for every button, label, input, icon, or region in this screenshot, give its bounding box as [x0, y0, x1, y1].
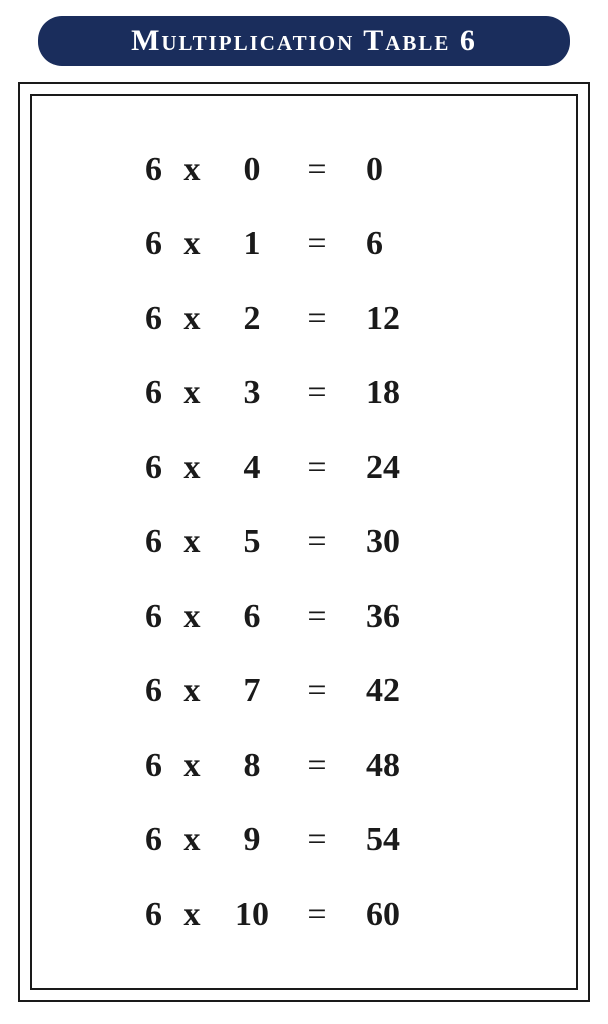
table-row: 6 x 10 = 60: [72, 896, 536, 934]
multiplier: 3: [222, 374, 282, 412]
product: 6: [352, 225, 452, 263]
product: 24: [352, 449, 452, 487]
multiplier: 1: [222, 225, 282, 263]
multiplier: 7: [222, 672, 282, 710]
equals-sign: =: [282, 449, 352, 487]
product: 18: [352, 374, 452, 412]
operator-x: x: [162, 747, 222, 785]
multiplicand: 6: [72, 672, 162, 710]
product: 12: [352, 300, 452, 338]
product: 42: [352, 672, 452, 710]
multiplier: 2: [222, 300, 282, 338]
table-row: 6 x 3 = 18: [72, 374, 536, 412]
equals-sign: =: [282, 300, 352, 338]
equals-sign: =: [282, 672, 352, 710]
product: 36: [352, 598, 452, 636]
multiplier: 4: [222, 449, 282, 487]
multiplicand: 6: [72, 151, 162, 189]
outer-frame: 6 x 0 = 0 6 x 1 = 6 6 x 2 = 12 6 x 3 = 1…: [18, 82, 590, 1002]
table-row: 6 x 9 = 54: [72, 821, 536, 859]
operator-x: x: [162, 672, 222, 710]
table-row: 6 x 8 = 48: [72, 747, 536, 785]
product: 48: [352, 747, 452, 785]
product: 60: [352, 896, 452, 934]
operator-x: x: [162, 523, 222, 561]
multiplier: 10: [222, 896, 282, 934]
product: 30: [352, 523, 452, 561]
multiplicand: 6: [72, 449, 162, 487]
equals-sign: =: [282, 374, 352, 412]
multiplier: 0: [222, 151, 282, 189]
table-row: 6 x 6 = 36: [72, 598, 536, 636]
product: 54: [352, 821, 452, 859]
operator-x: x: [162, 225, 222, 263]
operator-x: x: [162, 449, 222, 487]
operator-x: x: [162, 151, 222, 189]
equals-sign: =: [282, 523, 352, 561]
equals-sign: =: [282, 598, 352, 636]
multiplier: 5: [222, 523, 282, 561]
multiplicand: 6: [72, 896, 162, 934]
equals-sign: =: [282, 225, 352, 263]
multiplier: 8: [222, 747, 282, 785]
table-row: 6 x 0 = 0: [72, 151, 536, 189]
multiplicand: 6: [72, 598, 162, 636]
operator-x: x: [162, 821, 222, 859]
multiplier: 9: [222, 821, 282, 859]
table-row: 6 x 1 = 6: [72, 225, 536, 263]
operator-x: x: [162, 374, 222, 412]
table-row: 6 x 2 = 12: [72, 300, 536, 338]
equals-sign: =: [282, 151, 352, 189]
table-row: 6 x 5 = 30: [72, 523, 536, 561]
equals-sign: =: [282, 896, 352, 934]
multiplier: 6: [222, 598, 282, 636]
inner-frame: 6 x 0 = 0 6 x 1 = 6 6 x 2 = 12 6 x 3 = 1…: [30, 94, 578, 990]
multiplicand: 6: [72, 747, 162, 785]
multiplicand: 6: [72, 374, 162, 412]
operator-x: x: [162, 896, 222, 934]
operator-x: x: [162, 300, 222, 338]
multiplicand: 6: [72, 821, 162, 859]
table-row: 6 x 4 = 24: [72, 449, 536, 487]
page-title: Multiplication Table 6: [131, 24, 477, 57]
multiplicand: 6: [72, 225, 162, 263]
equals-sign: =: [282, 747, 352, 785]
table-row: 6 x 7 = 42: [72, 672, 536, 710]
title-bar: Multiplication Table 6: [38, 16, 570, 66]
multiplicand: 6: [72, 523, 162, 561]
product: 0: [352, 151, 452, 189]
equals-sign: =: [282, 821, 352, 859]
multiplicand: 6: [72, 300, 162, 338]
operator-x: x: [162, 598, 222, 636]
